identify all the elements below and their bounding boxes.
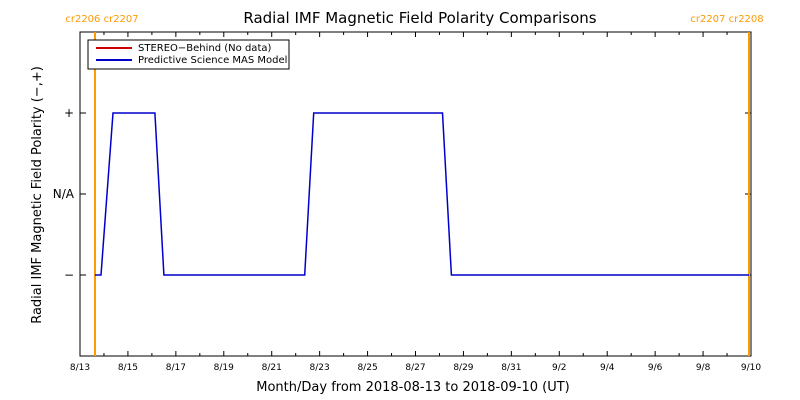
carrington-marker-label-1: cr2207 cr2208 (690, 14, 763, 25)
legend-label-stereo-behind: STEREO−Behind (No data) (138, 43, 271, 54)
x-tick-label-9-8: 9/8 (696, 363, 711, 373)
x-axis-ticks: 8/13 8/15 8/17 8/19 8/21 8/23 8/25 8/27 8/29 8/31… (70, 32, 761, 373)
legend: STEREO−Behind (No data) Predictive Scien… (87, 39, 290, 70)
x-tick-label-8-31: 8/31 (501, 363, 521, 373)
x-axis-label: Month/Day from 2018-08-13 to 2018-09-10 … (256, 380, 569, 395)
y-tick-label-minus: + (64, 106, 74, 120)
y-axis-label: Radial IMF Magnetic Field Polarity (−,+) (30, 66, 45, 324)
x-tick-label-9-2: 9/2 (552, 363, 566, 373)
legend-box (87, 39, 290, 70)
x-tick-label-8-27: 8/27 (405, 363, 425, 373)
y-tick-label-n-a: N/A (53, 187, 75, 201)
x-tick-label-9-10: 9/10 (741, 363, 761, 373)
x-tick-label-8-21: 8/21 (262, 363, 282, 373)
carrington-markers: cr2206 cr2207 cr2207 cr2208 (65, 14, 764, 356)
x-tick-label-8-23: 8/23 (310, 363, 330, 373)
series-line-predictive-science-mas-model (95, 112, 749, 276)
legend-label-mas-model: Predictive Science MAS Model (138, 55, 287, 66)
x-tick-label-8-25: 8/25 (357, 363, 377, 373)
x-tick-label-8-15: 8/15 (118, 363, 138, 373)
x-tick-label-8-19: 8/19 (214, 363, 234, 373)
x-tick-label-9-6: 9/6 (648, 363, 663, 373)
data-series (95, 112, 749, 276)
y-tick-label-minus: − (64, 268, 74, 282)
carrington-marker-label-0: cr2206 cr2207 (65, 14, 138, 25)
chart-title: Radial IMF Magnetic Field Polarity Compa… (243, 9, 596, 27)
x-tick-label-8-13: 8/13 (70, 363, 90, 373)
x-tick-label-8-29: 8/29 (453, 363, 473, 373)
x-tick-label-8-17: 8/17 (166, 363, 186, 373)
x-tick-label-9-4: 9/4 (600, 363, 615, 373)
